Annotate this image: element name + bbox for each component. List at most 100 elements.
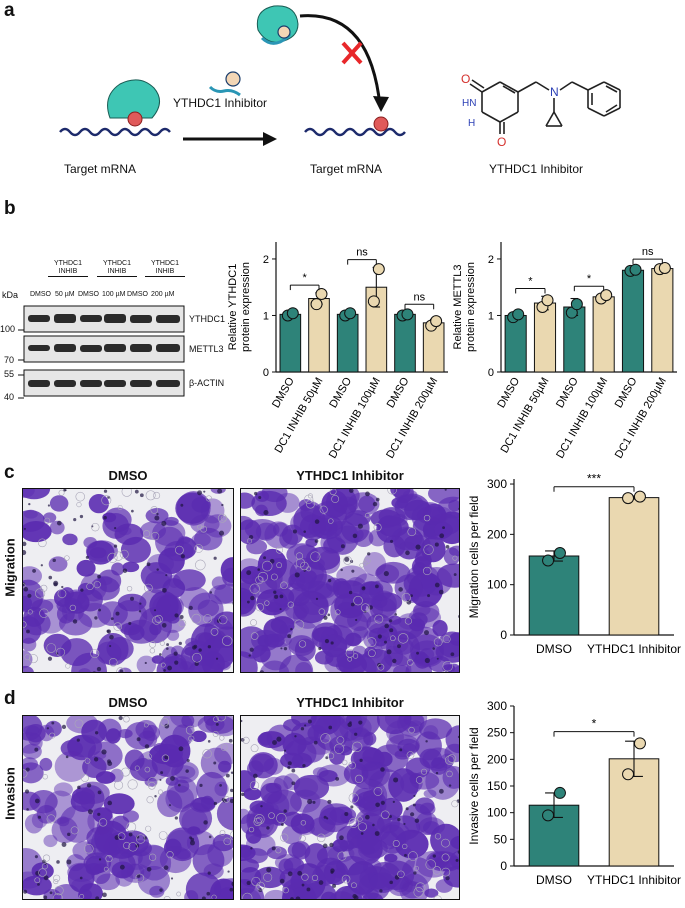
membrane-pore (40, 584, 48, 592)
stained-cell (149, 622, 162, 636)
membrane-pore (298, 640, 307, 648)
pore-dot (442, 526, 445, 530)
pore-dot (231, 881, 233, 887)
membrane-pore (247, 538, 253, 544)
row-label-mettl3: METTL3 (189, 344, 224, 354)
pore-dot (330, 868, 335, 873)
pore-dot (304, 724, 307, 727)
pore-dot (156, 512, 159, 516)
stained-cell (241, 858, 260, 873)
membrane-pore (218, 615, 228, 625)
membrane-pore (425, 859, 436, 870)
stained-cell (170, 716, 206, 729)
membrane-pore (408, 726, 415, 734)
membrane-pore (23, 621, 27, 629)
membrane-pore (44, 517, 51, 524)
stained-cell (159, 734, 191, 768)
pore-dot (383, 640, 387, 644)
membrane-pore (158, 831, 168, 840)
stained-cell (287, 842, 307, 858)
membrane-pore (38, 868, 47, 877)
membrane-pore (250, 632, 259, 640)
pore-dot (134, 489, 139, 494)
pore-dot (98, 608, 101, 612)
membrane-pore (157, 789, 164, 795)
pore-dot (249, 647, 254, 652)
pore-dot (412, 803, 416, 807)
stained-cell (122, 810, 139, 823)
pore-dot (34, 747, 39, 752)
pore-dot (294, 735, 297, 738)
pore-dot (47, 504, 51, 507)
stained-cell (54, 751, 88, 782)
membrane-pore (420, 768, 428, 775)
pore-dot (67, 832, 71, 837)
pore-dot (109, 634, 114, 640)
stained-cell (394, 829, 429, 859)
pore-dot (37, 882, 40, 886)
stained-cell (405, 757, 431, 779)
membrane-pore (374, 614, 384, 624)
pore-dot (53, 582, 58, 587)
x-tick-label: DMSO (536, 873, 572, 887)
membrane-pore (387, 489, 397, 495)
pore-dot (303, 530, 306, 533)
pore-dot (167, 665, 172, 671)
membrane-pore (42, 854, 51, 862)
pore-dot (103, 489, 108, 493)
pore-dot (324, 639, 330, 644)
membrane-pore (217, 513, 227, 523)
membrane-pore (194, 544, 204, 553)
membrane-pore (126, 822, 137, 832)
pore-dot (393, 777, 399, 783)
marker-40: 40 (4, 392, 15, 402)
y-tick-label: 0 (488, 367, 494, 379)
membrane-pore (117, 832, 126, 841)
data-point (553, 546, 566, 559)
pore-dot (307, 798, 313, 805)
pore-dot (312, 800, 316, 804)
pore-dot (103, 515, 107, 520)
pore-dot (416, 651, 420, 655)
stained-cell (137, 845, 172, 881)
inhibitor-head-icon (225, 71, 241, 87)
membrane-pore (251, 876, 261, 887)
stained-cell (333, 868, 348, 879)
data-point (372, 263, 385, 276)
stained-cell (149, 885, 165, 898)
pore-dot (194, 661, 199, 666)
stained-cell (348, 832, 383, 866)
membrane-pore (24, 654, 31, 661)
stained-cell (436, 563, 459, 588)
pore-dot (34, 798, 40, 804)
membrane-pore (441, 838, 450, 848)
pore-dot (97, 812, 101, 816)
stained-cell (111, 562, 125, 576)
pore-dot (106, 629, 110, 633)
pore-dot (273, 590, 277, 594)
pore-dot (23, 586, 29, 592)
stained-cell (254, 866, 286, 889)
y-tick-label: 200 (487, 527, 507, 541)
pore-dot (404, 853, 407, 857)
pore-dot (174, 660, 179, 665)
membrane-pore (373, 523, 382, 532)
membrane-pore (408, 851, 418, 861)
membrane-pore (348, 761, 356, 770)
data-point (286, 307, 299, 320)
membrane-pore (452, 555, 458, 561)
membrane-pore (442, 635, 451, 644)
pore-dot (372, 823, 375, 827)
pore-dot (163, 669, 166, 672)
pore-dot (287, 766, 291, 770)
pore-dot (340, 568, 343, 572)
membrane-pore (304, 494, 314, 504)
stained-cell (394, 489, 414, 504)
micrograph-header-d-dmso: DMSO (108, 695, 148, 710)
membrane-pore (34, 877, 41, 884)
pore-dot (307, 719, 312, 724)
membrane-pore (211, 894, 217, 899)
pore-dot (314, 539, 319, 543)
pore-dot (323, 615, 328, 620)
membrane-pore (249, 780, 260, 791)
